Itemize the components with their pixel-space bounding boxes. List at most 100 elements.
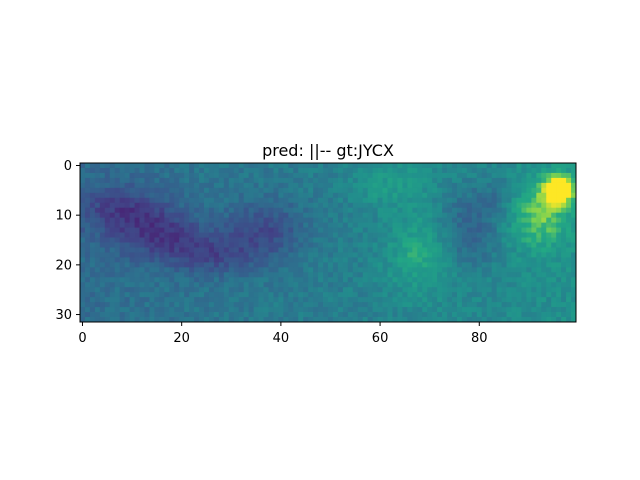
heatmap-cell [80, 187, 86, 194]
heatmap-cell [347, 182, 354, 189]
heatmap-cell [437, 272, 443, 278]
heatmap-cell [481, 292, 488, 298]
heatmap-cell [253, 182, 259, 189]
heatmap-cell [213, 297, 220, 303]
heatmap-cell [288, 282, 294, 288]
heatmap-cell [352, 257, 359, 263]
heatmap-cell [556, 167, 562, 174]
heatmap-cell [129, 292, 135, 298]
heatmap-cell [169, 182, 175, 189]
heatmap-cell [387, 163, 393, 169]
heatmap-cell [456, 302, 463, 308]
heatmap-cell [486, 307, 493, 313]
heatmap-cell [268, 222, 274, 228]
heatmap-cell [109, 207, 116, 214]
heatmap-cell [392, 282, 398, 288]
heatmap-cell [144, 282, 150, 288]
heatmap-cell [357, 242, 364, 248]
heatmap-cell [179, 217, 185, 224]
heatmap-cell [496, 282, 502, 288]
heatmap-cell [94, 202, 101, 209]
heatmap-cell [407, 197, 413, 204]
heatmap-cell [268, 242, 274, 248]
heatmap-cell [298, 192, 304, 199]
heatmap-cell [159, 277, 165, 283]
heatmap-cell [298, 172, 304, 179]
heatmap-cell [476, 227, 483, 233]
heatmap-cell [283, 202, 289, 209]
heatmap-cell [139, 307, 145, 313]
heatmap-cell [154, 222, 160, 228]
heatmap-cell [238, 207, 245, 214]
heatmap-cell [466, 297, 473, 303]
heatmap-cell [536, 167, 542, 174]
x-tick-label: 0 [78, 331, 86, 346]
heatmap-cell [208, 277, 215, 283]
heatmap-cell [80, 192, 86, 199]
heatmap-cell [248, 187, 254, 194]
heatmap-cell [486, 287, 493, 293]
heatmap-cell [218, 247, 225, 253]
heatmap-cell [392, 182, 398, 189]
heatmap-cell [442, 172, 448, 179]
heatmap-cell [114, 187, 121, 194]
heatmap-cell [199, 182, 205, 189]
heatmap-cell [491, 242, 498, 248]
heatmap-cell [566, 312, 572, 318]
heatmap-cell [362, 302, 369, 308]
heatmap-cell [104, 197, 111, 204]
heatmap-cell [119, 272, 126, 278]
heatmap-cell [456, 222, 463, 228]
heatmap-cell [486, 172, 493, 179]
heatmap-cell [208, 217, 215, 224]
heatmap-cell [456, 227, 463, 233]
heatmap-cell [159, 222, 165, 228]
heatmap-cell [208, 172, 215, 179]
heatmap-cell [476, 197, 483, 204]
heatmap-cell [392, 302, 398, 308]
heatmap-cell [372, 257, 378, 263]
heatmap-cell [397, 317, 403, 323]
heatmap-cell [442, 163, 448, 169]
heatmap-cell [328, 307, 334, 313]
heatmap-cell [392, 163, 398, 169]
heatmap-cell [357, 207, 364, 214]
heatmap-cell [174, 262, 180, 268]
heatmap-cell [476, 252, 483, 258]
heatmap-cell [159, 257, 165, 263]
heatmap-cell [233, 317, 240, 323]
heatmap-cell [367, 227, 374, 233]
heatmap-cell [278, 192, 284, 199]
heatmap-cell [516, 267, 522, 273]
heatmap-cell [506, 247, 512, 253]
heatmap-cell [536, 212, 542, 219]
heatmap-cell [526, 222, 532, 228]
heatmap-cell [412, 287, 418, 293]
heatmap-cell [551, 257, 557, 263]
heatmap-cell [352, 267, 359, 273]
heatmap-cell [402, 252, 408, 258]
heatmap-cell [402, 212, 408, 219]
heatmap-cell [323, 252, 329, 258]
heatmap-cell [119, 257, 126, 263]
heatmap-cell [94, 237, 101, 243]
heatmap-cell [293, 217, 299, 224]
heatmap-cell [119, 167, 126, 174]
heatmap-cell [471, 242, 478, 248]
heatmap-cell [452, 282, 458, 288]
heatmap-cell [243, 202, 250, 209]
heatmap-cell [541, 207, 547, 214]
heatmap-cell [273, 192, 279, 199]
heatmap-cell [466, 202, 473, 209]
heatmap-cell [308, 277, 314, 283]
heatmap-cell [551, 247, 557, 253]
heatmap-cell [169, 187, 175, 194]
heatmap-cell [80, 177, 86, 184]
heatmap-cell [223, 182, 230, 189]
heatmap-cell [481, 302, 488, 308]
heatmap-cell [303, 182, 309, 189]
heatmap-cell [332, 307, 339, 313]
heatmap-cell [263, 177, 269, 184]
heatmap-cell [288, 267, 294, 273]
heatmap-cell [486, 202, 493, 209]
